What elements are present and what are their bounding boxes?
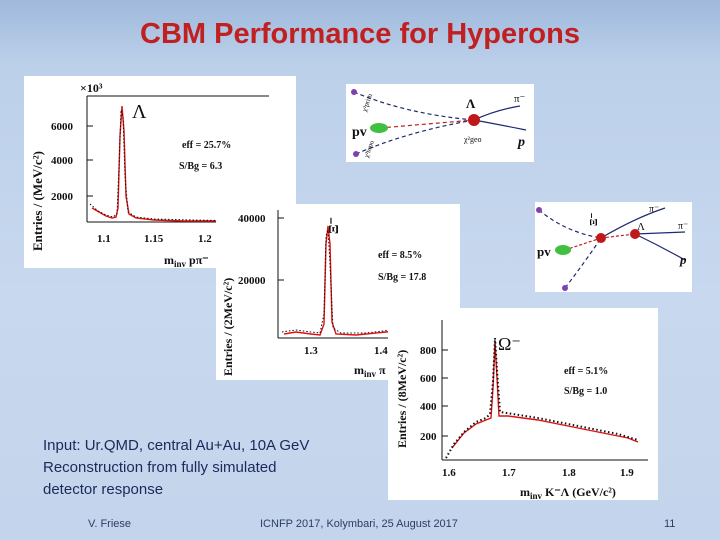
omega-ytick-200: 200 — [420, 431, 437, 443]
lambda-ytick-6000: 6000 — [51, 121, 74, 133]
lambda-xtick-1.15: 1.15 — [144, 233, 164, 245]
diagram-pion-label: π⁻ — [514, 93, 526, 105]
lambda-fit-curve — [91, 105, 294, 223]
omega-xtick-1.8: 1.8 — [562, 467, 576, 479]
omega-sbg: S/Bg = 1.0 — [564, 386, 607, 397]
pv-vertex-icon — [370, 123, 388, 133]
xi-ylabel: Entries / (2MeV/c²) — [221, 278, 235, 376]
xi-decay-diagram: pv Ξ⁻ Λ π⁻ π⁻ p — [535, 202, 692, 292]
lambda-ytick-4000: 4000 — [51, 155, 74, 167]
xi-diagram-proton-label: p — [679, 252, 687, 267]
xi-pv-vertex-icon — [555, 245, 571, 255]
lambda-decay-diagram: pv Λ π⁻ p χ²prim χ²topo χ²geo — [346, 84, 534, 162]
omega-mass-plot: Entries / (8MeV/c²) 800 600 400 200 1.6 … — [388, 308, 658, 500]
lambda-vertex-icon — [468, 114, 480, 126]
input-line-3: detector response — [43, 481, 164, 498]
omega-xtick-1.9: 1.9 — [620, 467, 634, 479]
xi-fit-curve — [283, 225, 460, 336]
lambda-xtick-1.2: 1.2 — [198, 233, 212, 245]
omega-ytick-400: 400 — [420, 401, 437, 413]
lambda-sbg: S/Bg = 6.3 — [179, 161, 222, 172]
input-line-1: Input: Ur.QMD, central Au+Au, 10A GeV — [43, 437, 310, 454]
omega-ylabel: Entries / (8MeV/c²) — [395, 350, 409, 448]
diagram-chi-geo: χ²geo — [463, 135, 482, 144]
xi-diagram-lambda-label: Λ — [637, 221, 645, 233]
diagram-proton-label: p — [517, 135, 525, 150]
omega-data-points — [445, 337, 639, 459]
footer-event: ICNFP 2017, Kolymbari, 25 August 2017 — [260, 518, 458, 530]
xi-ytick-40000: 40000 — [238, 213, 266, 225]
xi-vertex-icon — [596, 233, 606, 243]
input-description: Input: Ur.QMD, central Au+Au, 10A GeV Re… — [43, 435, 309, 501]
omega-ytick-800: 800 — [420, 345, 437, 357]
xi-lambda-vertex-icon — [630, 229, 640, 239]
xi-xtick-1.3: 1.3 — [304, 345, 318, 357]
xi-data-points — [281, 229, 417, 334]
omega-xtick-1.7: 1.7 — [502, 467, 516, 479]
lambda-mass-plot: Entries / (MeV/c²) ×10³ 6000 4000 2000 1… — [24, 76, 296, 268]
lambda-exponent: ×10³ — [80, 81, 103, 95]
omega-xtick-1.6: 1.6 — [442, 467, 456, 479]
omega-eff: eff = 5.1% — [564, 366, 608, 377]
omega-xlabel: minv K⁻Λ (GeV/c²) — [520, 485, 616, 500]
xi-diagram-pv-label: pv — [537, 244, 551, 259]
lambda-xlabel: minv pπ⁻ — [164, 253, 209, 268]
xi-xlabel: minv π — [354, 363, 386, 379]
lambda-ytick-2000: 2000 — [51, 191, 74, 203]
lambda-eff: eff = 25.7% — [182, 140, 231, 151]
omega-particle-label: Ω⁻ — [498, 334, 521, 354]
lambda-data-points — [89, 109, 294, 222]
xi-ytick-20000: 20000 — [238, 275, 266, 287]
xi-particle-label: Ξ⁻ — [327, 217, 342, 234]
slide-title: CBM Performance for Hyperons — [140, 18, 580, 50]
xi-sbg: S/Bg = 17.8 — [378, 272, 426, 283]
xi-xtick-1.4: 1.4 — [374, 345, 388, 357]
lambda-xtick-1.1: 1.1 — [97, 233, 111, 245]
diagram-chi-topo: χ²topo — [362, 139, 376, 159]
omega-fit-curve — [451, 341, 639, 449]
xi-diagram-xi-label: Ξ⁻ — [588, 213, 600, 226]
diagram-pv-label: pv — [352, 125, 367, 140]
omega-ytick-600: 600 — [420, 373, 437, 385]
xi-diagram-pion1-label: π⁻ — [649, 204, 659, 215]
lambda-particle-label: Λ — [132, 101, 147, 123]
input-line-2: Reconstruction from fully simulated — [43, 459, 277, 476]
page-number: 11 — [664, 518, 676, 530]
footer-author: V. Friese — [88, 518, 132, 530]
xi-diagram-pion2-label: π⁻ — [678, 221, 688, 232]
diagram-lambda-label: Λ — [466, 96, 476, 111]
lambda-ylabel: Entries / (MeV/c²) — [30, 151, 45, 251]
xi-eff: eff = 8.5% — [378, 250, 422, 261]
